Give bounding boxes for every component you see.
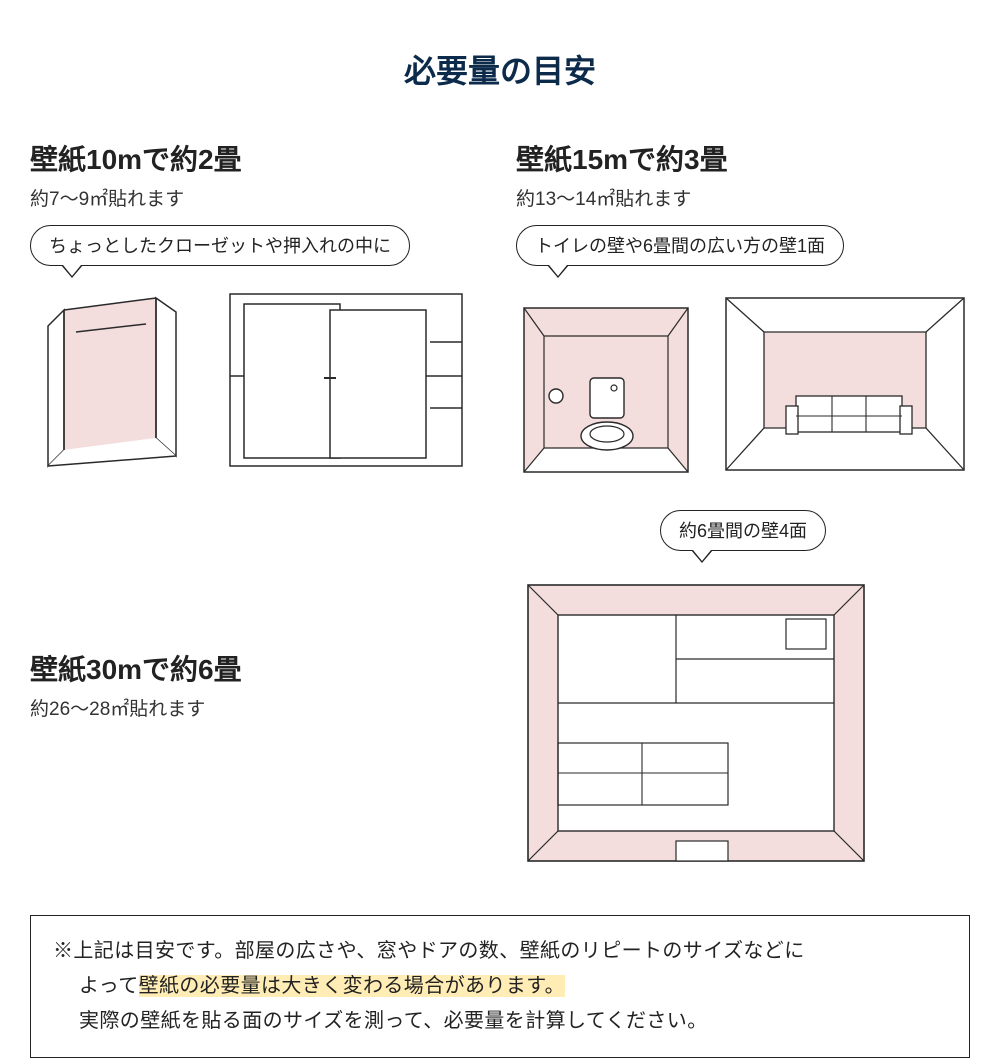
section-heading: 壁紙10mで約2畳 [30, 138, 474, 178]
closet-illustration [30, 288, 200, 473]
caption-bubble: トイレの壁や6畳間の広い方の壁1面 [516, 225, 844, 266]
section-sub: 約26～28㎡貼れます [30, 694, 474, 721]
disclaimer-highlight: 壁紙の必要量は大きく変わる場合があります。 [139, 975, 565, 997]
section-30m-illustration: 約6畳間の壁4面 [516, 510, 970, 873]
room-wall-illustration [720, 288, 970, 476]
floorplan-illustration [516, 573, 876, 873]
section-sub: 約7～9㎡貼れます [30, 184, 474, 211]
sections-grid: 壁紙10mで約2畳 約7～9㎡貼れます ちょっとしたクローゼットや押入れの中に [30, 138, 970, 873]
section-heading: 壁紙15mで約3畳 [516, 138, 970, 178]
section-30m: 壁紙30mで約6畳 約26～28㎡貼れます [30, 648, 474, 735]
section-sub: 約13～14㎡貼れます [516, 184, 970, 211]
section-10m: 壁紙10mで約2畳 約7～9㎡貼れます ちょっとしたクローゼットや押入れの中に [30, 138, 474, 476]
caption-bubble: 約6畳間の壁4面 [660, 510, 826, 551]
disclaimer-box: ※上記は目安です。部屋の広さや、窓やドアの数、壁紙のリピートのサイズなどに よっ… [30, 915, 970, 1058]
caption-bubble: ちょっとしたクローゼットや押入れの中に [30, 225, 410, 266]
oshiire-illustration [224, 288, 469, 473]
page-title: 必要量の目安 [30, 46, 970, 92]
disclaimer-line1: ※上記は目安です。部屋の広さや、窓やドアの数、壁紙のリピートのサイズなどに [53, 940, 805, 962]
section-15m: 壁紙15mで約3畳 約13～14㎡貼れます トイレの壁や6畳間の広い方の壁1面 [516, 138, 970, 476]
disclaimer-line2a: よって [79, 975, 139, 997]
section-heading: 壁紙30mで約6畳 [30, 648, 474, 688]
toilet-illustration [516, 288, 696, 476]
disclaimer-line3: 実際の壁紙を貼る面のサイズを測って、必要量を計算してください。 [53, 1004, 947, 1039]
